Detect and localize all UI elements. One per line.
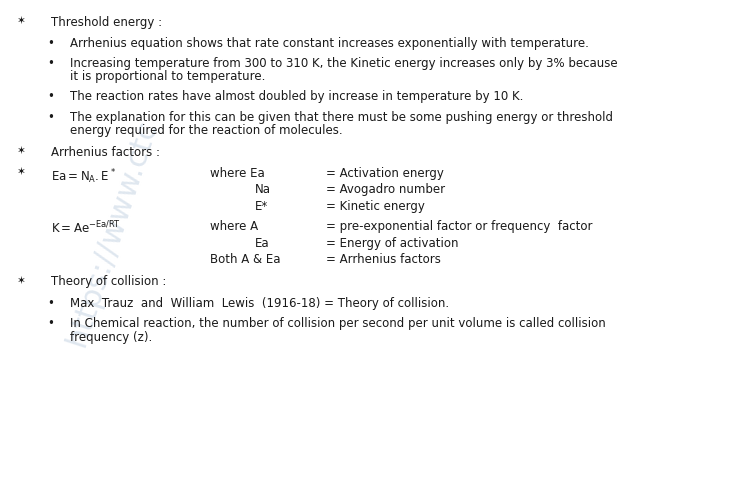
Text: = Energy of activation: = Energy of activation bbox=[326, 236, 458, 249]
Text: frequency (z).: frequency (z). bbox=[70, 330, 152, 343]
Text: = Kinetic energy: = Kinetic energy bbox=[326, 199, 425, 212]
Text: E*: E* bbox=[255, 199, 268, 212]
Text: Max  Trauz  and  William  Lewis  (1916-18) = Theory of collision.: Max Trauz and William Lewis (1916-18) = … bbox=[70, 296, 449, 309]
Text: energy required for the reaction of molecules.: energy required for the reaction of mole… bbox=[70, 123, 342, 136]
Text: Na: Na bbox=[255, 183, 270, 196]
Text: = Avogadro number: = Avogadro number bbox=[326, 183, 445, 196]
Text: ✶: ✶ bbox=[16, 15, 25, 26]
Text: •: • bbox=[47, 110, 54, 123]
Text: •: • bbox=[47, 57, 54, 70]
Text: The reaction rates have almost doubled by increase in temperature by 10 K.: The reaction rates have almost doubled b… bbox=[70, 90, 523, 103]
Text: Ea: Ea bbox=[255, 236, 270, 249]
Text: = Activation energy: = Activation energy bbox=[326, 166, 443, 180]
Text: where A: where A bbox=[210, 220, 258, 233]
Text: In Chemical reaction, the number of collision per second per unit volume is call: In Chemical reaction, the number of coll… bbox=[70, 317, 605, 330]
Text: ✶: ✶ bbox=[16, 275, 25, 285]
Text: •: • bbox=[47, 317, 54, 330]
Text: Arrhenius factors :: Arrhenius factors : bbox=[51, 145, 160, 158]
Text: it is proportional to temperature.: it is proportional to temperature. bbox=[70, 70, 265, 83]
Text: where Ea: where Ea bbox=[210, 166, 264, 180]
Text: $\mathregular{Ea = N_A.E^*}$: $\mathregular{Ea = N_A.E^*}$ bbox=[51, 166, 116, 185]
Text: https://www.ctc: https://www.ctc bbox=[62, 116, 163, 349]
Text: = pre-exponential factor or frequency  factor: = pre-exponential factor or frequency fa… bbox=[326, 220, 592, 233]
Text: •: • bbox=[47, 296, 54, 309]
Text: $\mathregular{K = Ae^{-Ea/RT}}$: $\mathregular{K = Ae^{-Ea/RT}}$ bbox=[51, 220, 121, 236]
Text: Both A & Ea: Both A & Ea bbox=[210, 253, 280, 266]
Text: •: • bbox=[47, 37, 54, 50]
Text: Theory of collision :: Theory of collision : bbox=[51, 275, 166, 288]
Text: The explanation for this can be given that there must be some pushing energy or : The explanation for this can be given th… bbox=[70, 110, 613, 123]
Text: •: • bbox=[47, 90, 54, 103]
Text: ✶: ✶ bbox=[16, 166, 25, 177]
Text: Threshold energy :: Threshold energy : bbox=[51, 15, 162, 29]
Text: ✶: ✶ bbox=[16, 145, 25, 155]
Text: = Arrhenius factors: = Arrhenius factors bbox=[326, 253, 440, 266]
Text: Increasing temperature from 300 to 310 K, the Kinetic energy increases only by 3: Increasing temperature from 300 to 310 K… bbox=[70, 57, 617, 70]
Text: Arrhenius equation shows that rate constant increases exponentially with tempera: Arrhenius equation shows that rate const… bbox=[70, 37, 589, 50]
